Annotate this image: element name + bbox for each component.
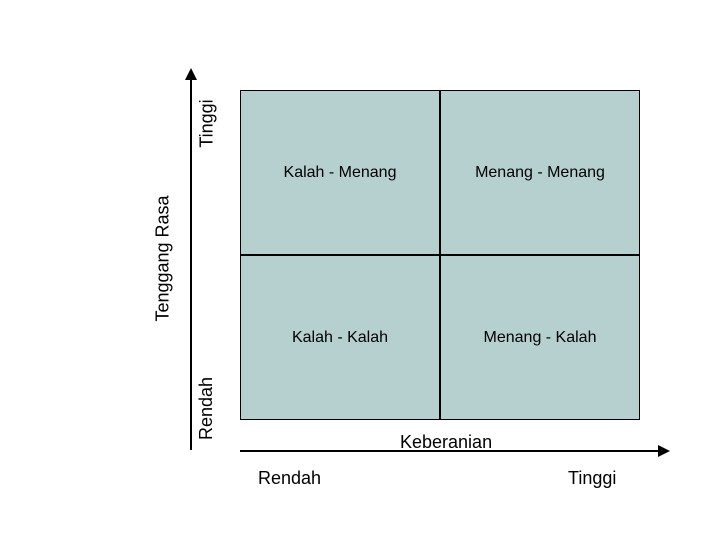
y-axis-high-label: Tinggi <box>197 99 218 147</box>
x-axis-low-label: Rendah <box>258 468 321 489</box>
x-axis-arrow-icon <box>658 445 670 457</box>
quadrant-bottom-right-label: Menang - Kalah <box>484 329 597 347</box>
quadrant-diagram: Kalah - Menang Menang - Menang Kalah - K… <box>0 0 720 540</box>
x-axis-title-text: Keberanian <box>400 432 492 452</box>
quadrant-bottom-left: Kalah - Kalah <box>240 255 440 420</box>
quadrant-bottom-right: Menang - Kalah <box>440 255 640 420</box>
quadrant-top-left: Kalah - Menang <box>240 90 440 255</box>
x-axis-low-text: Rendah <box>258 468 321 488</box>
x-axis-high-text: Tinggi <box>568 468 616 488</box>
y-axis-high-text: Tinggi <box>197 99 217 147</box>
x-axis-high-label: Tinggi <box>568 468 616 489</box>
quadrant-top-right: Menang - Menang <box>440 90 640 255</box>
quadrant-top-right-label: Menang - Menang <box>475 164 605 182</box>
y-axis-arrow-icon <box>185 68 197 80</box>
x-axis-title: Keberanian <box>400 432 492 453</box>
quadrant-top-left-label: Kalah - Menang <box>284 164 397 182</box>
y-axis-low-text: Rendah <box>196 377 216 440</box>
y-axis <box>190 78 192 450</box>
y-axis-low-label: Rendah <box>196 377 217 440</box>
quadrant-bottom-left-label: Kalah - Kalah <box>292 329 388 347</box>
y-axis-title-text: Tenggang Rasa <box>153 195 173 321</box>
y-axis-title: Tenggang Rasa <box>153 195 174 321</box>
